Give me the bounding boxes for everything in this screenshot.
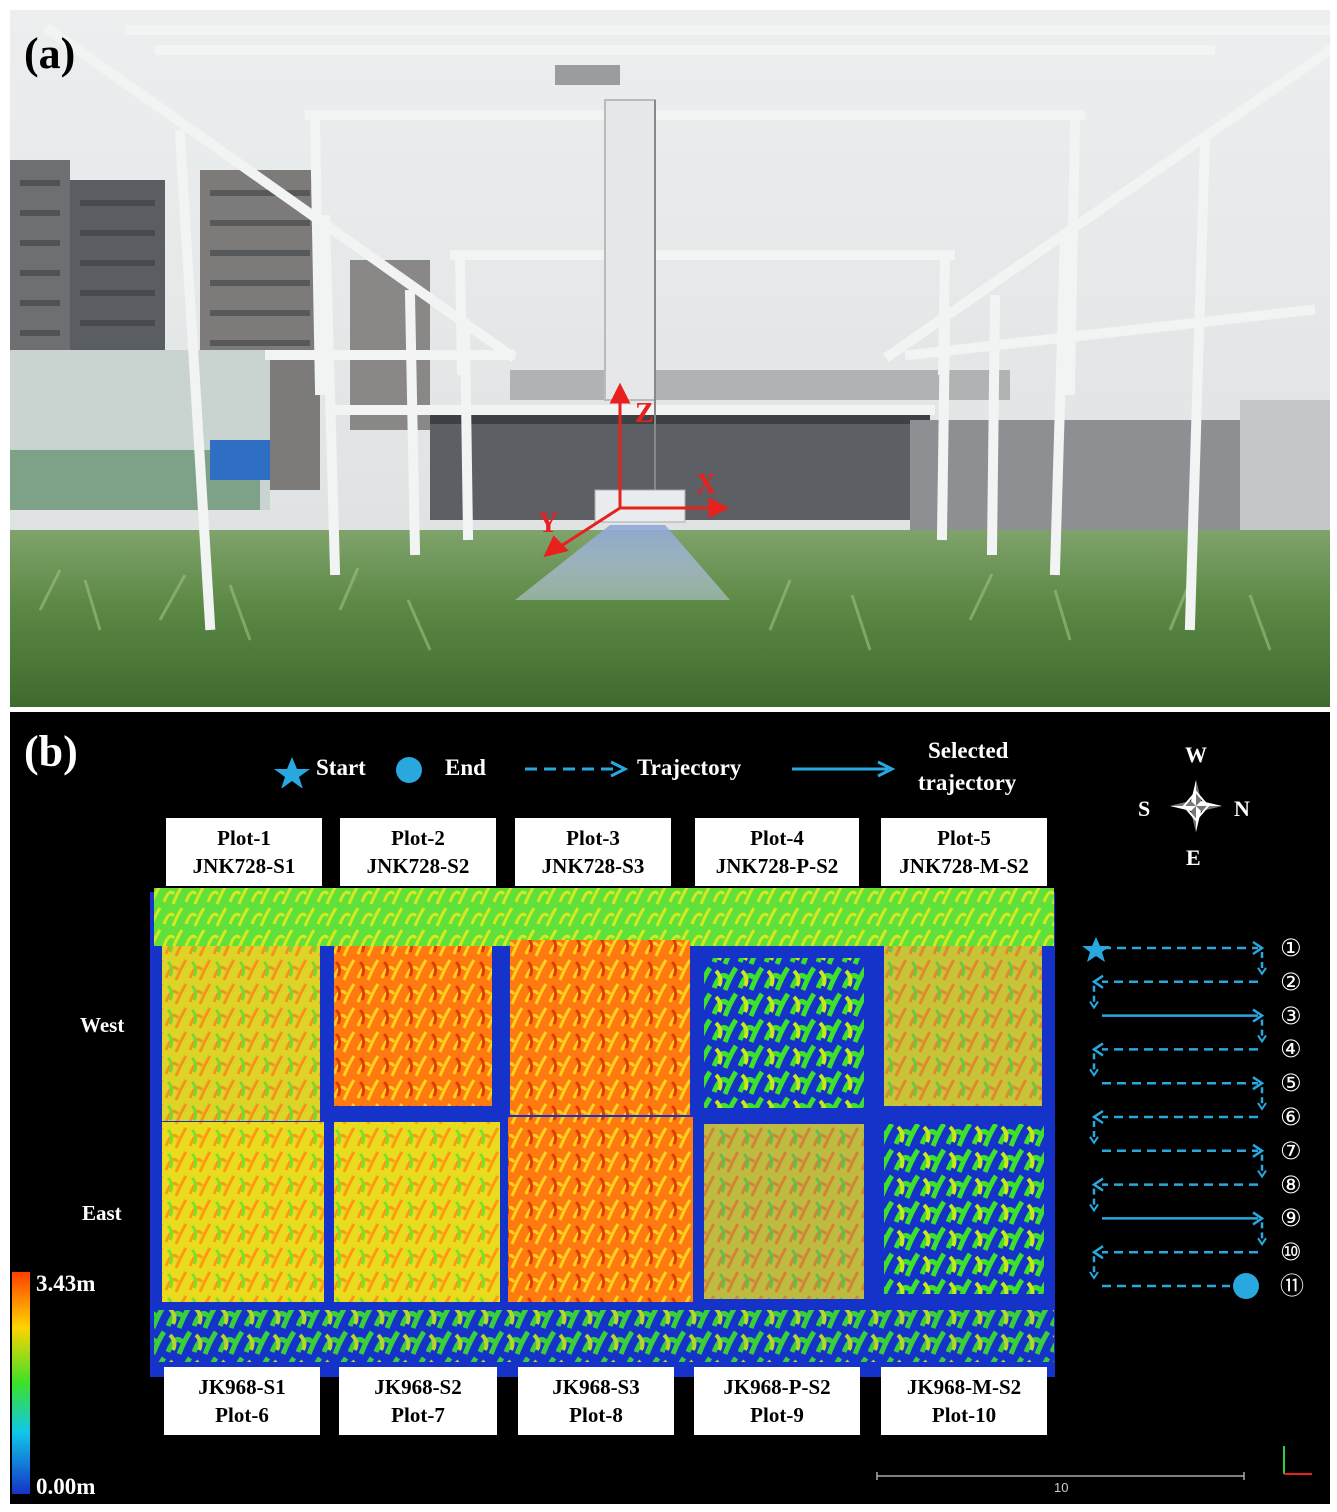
plot-label-3: Plot-3 JNK728-S3 [515, 818, 671, 886]
plot-label-7: JK968-S2 Plot-7 [339, 1367, 497, 1435]
plot-label-9: JK968-P-S2 Plot-9 [694, 1367, 860, 1435]
solid-arrow-icon [792, 760, 896, 778]
compass-west: W [1185, 742, 1207, 767]
trajectory-arrowhead-5 [1252, 1076, 1265, 1091]
plot-label-2-variety: JNK728-S2 [366, 854, 470, 878]
trajectory-arrowhead-8 [1091, 1177, 1104, 1192]
colorbar-min: 0.00m [36, 1474, 96, 1499]
trajectory-turn-arrow-2 [1089, 1001, 1099, 1010]
plot-label-10-name: Plot-10 [931, 1403, 997, 1427]
plot-label-2-name: Plot-2 [391, 826, 445, 850]
greenhouse-scene: Z X Y [10, 10, 1330, 707]
trajectory-number-3: ③ [1280, 1001, 1302, 1030]
trajectory-arrowhead-4 [1091, 1042, 1104, 1057]
trajectory-number-5: ⑤ [1280, 1069, 1302, 1098]
trajectory-arrowhead-2 [1091, 974, 1104, 989]
trajectory-turn-arrow-4 [1089, 1068, 1099, 1078]
plot-label-6-name: Plot-6 [215, 1403, 269, 1427]
plot-label-9-variety: JK968-P-S2 [723, 1375, 831, 1399]
plot-label-5-name: Plot-5 [937, 826, 991, 850]
dashed-arrow-icon [525, 760, 629, 778]
view-axes-icon [1283, 1446, 1312, 1475]
field-photo-panel: Z X Y (a) [10, 10, 1330, 707]
trajectory-turn-arrow-9 [1257, 1237, 1267, 1247]
trajectory-arrowhead-7 [1252, 1143, 1265, 1158]
plot-label-10-variety: JK968-M-S2 [906, 1375, 1022, 1399]
trajectory-turn-arrow-5 [1257, 1102, 1267, 1111]
legend-selected-line1: Selected [928, 738, 1009, 763]
plot-label-4-variety: JNK728-P-S2 [715, 854, 839, 878]
end-circle-icon [396, 757, 422, 783]
plot-label-10: JK968-M-S2 Plot-10 [881, 1367, 1047, 1435]
trajectory-arrowhead-1 [1252, 940, 1265, 956]
plot-label-3-name: Plot-3 [566, 826, 620, 850]
plot-label-1-name: Plot-1 [217, 826, 271, 850]
y-axis-label: Y [538, 508, 558, 539]
east-label: East [82, 1201, 122, 1225]
plot-label-4: Plot-4 JNK728-P-S2 [695, 818, 859, 886]
plot-label-2: Plot-2 JNK728-S2 [340, 818, 496, 886]
panel-b-label: (b) [24, 727, 78, 776]
legend-end: End [445, 755, 486, 780]
plot-label-5: Plot-5 JNK728-M-S2 [881, 818, 1047, 886]
trajectory-number-10: ⑩ [1280, 1238, 1302, 1267]
legend-selected-line2: trajectory [918, 770, 1017, 795]
z-axis-label: Z [635, 398, 654, 429]
plot-label-7-name: Plot-7 [391, 1403, 445, 1427]
legend-start: Start [316, 755, 366, 780]
plot-label-8-name: Plot-8 [569, 1403, 623, 1427]
trajectory-number-1: ① [1280, 934, 1302, 962]
height-colorbar [12, 1272, 30, 1494]
trajectory-turn-arrow-10 [1089, 1271, 1099, 1280]
trajectory-turn-arrow-3 [1257, 1034, 1267, 1044]
x-axis-label: X [696, 469, 716, 500]
plot-label-8: JK968-S3 Plot-8 [518, 1367, 674, 1435]
plot-label-6-variety: JK968-S1 [198, 1375, 286, 1399]
plot-label-4-name: Plot-4 [750, 826, 804, 850]
trajectory-number-8: ⑧ [1280, 1170, 1302, 1199]
plot-label-5-variety: JNK728-M-S2 [899, 854, 1029, 878]
start-star-icon [274, 757, 310, 788]
trajectory-arrowhead-9 [1252, 1211, 1265, 1226]
scale-bar [876, 1472, 1245, 1480]
plot-label-8-variety: JK968-S3 [552, 1375, 640, 1399]
trajectory-turn-arrow-8 [1089, 1203, 1099, 1213]
trajectory-turn-arrow-6 [1089, 1136, 1099, 1145]
compass-east: E [1186, 845, 1201, 870]
scale-bar-label: 10 [1054, 1480, 1069, 1495]
point-cloud-panel: (b) Start End Trajectory Selected trajec… [10, 712, 1330, 1504]
trajectory-turn-arrow-1 [1257, 967, 1267, 976]
trajectory-arrowhead-3 [1252, 1008, 1265, 1023]
trajectory-number-9: ⑨ [1280, 1204, 1302, 1233]
trajectory-number-6: ⑥ [1280, 1103, 1302, 1131]
plot-label-3-variety: JNK728-S3 [541, 854, 645, 878]
plot-label-7-variety: JK968-S2 [374, 1375, 462, 1399]
trajectory-number-4: ④ [1280, 1035, 1302, 1064]
legend-trajectory: Trajectory [637, 755, 742, 780]
plot-label-1: Plot-1 JNK728-S1 [166, 818, 322, 886]
trajectory-number-2: ② [1280, 967, 1302, 996]
trajectory-arrowhead-6 [1091, 1109, 1104, 1125]
trajectory-start-star [1082, 937, 1110, 962]
plot-label-6: JK968-S1 Plot-6 [164, 1367, 320, 1435]
plot-label-1-variety: JNK728-S1 [192, 854, 296, 878]
trajectory-number-11: ⑪ [1280, 1272, 1304, 1300]
panel-a-label: (a) [24, 29, 76, 78]
trajectory-end-circle [1233, 1273, 1259, 1299]
west-label: West [80, 1013, 125, 1037]
colorbar-max: 3.43m [36, 1271, 96, 1296]
trajectory-turn-arrow-7 [1257, 1170, 1267, 1179]
compass-south: S [1138, 796, 1151, 821]
compass-rose-icon [1170, 780, 1222, 832]
point-cloud-map [150, 888, 1055, 1377]
trajectory-number-7: ⑦ [1280, 1136, 1302, 1165]
plot-label-9-name: Plot-9 [750, 1403, 804, 1427]
trajectory-diagram [1082, 937, 1267, 1299]
compass-north: N [1234, 796, 1250, 821]
trajectory-arrowhead-10 [1091, 1245, 1104, 1260]
